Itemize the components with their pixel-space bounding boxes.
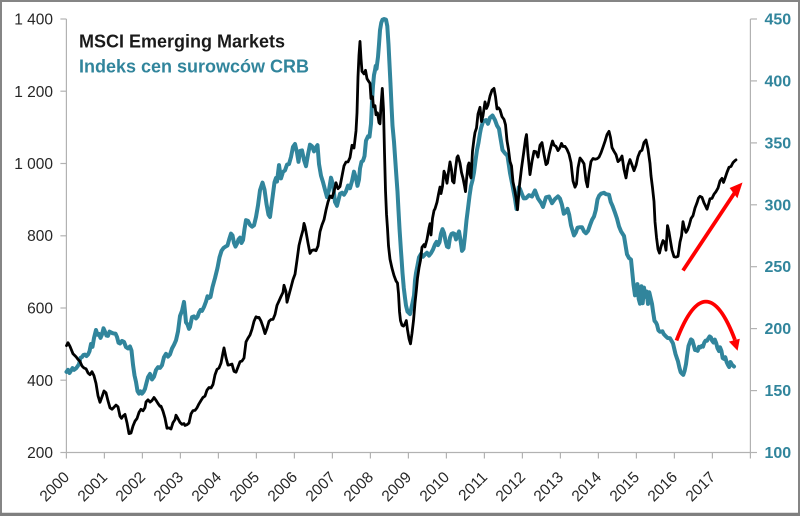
svg-text:600: 600 bbox=[27, 301, 53, 318]
svg-text:300: 300 bbox=[765, 197, 792, 214]
svg-text:400: 400 bbox=[27, 373, 53, 390]
svg-text:Indeks cen surowców CRB: Indeks cen surowców CRB bbox=[79, 57, 309, 77]
svg-text:400: 400 bbox=[765, 73, 792, 90]
svg-text:350: 350 bbox=[765, 135, 792, 152]
svg-text:1 000: 1 000 bbox=[14, 156, 53, 173]
svg-text:100: 100 bbox=[765, 445, 792, 462]
svg-text:MSCI Emerging Markets: MSCI Emerging Markets bbox=[79, 32, 285, 52]
svg-text:200: 200 bbox=[27, 445, 53, 462]
svg-text:1 200: 1 200 bbox=[14, 84, 53, 101]
svg-text:250: 250 bbox=[765, 259, 792, 276]
svg-text:450: 450 bbox=[765, 12, 792, 29]
svg-text:800: 800 bbox=[27, 228, 53, 245]
svg-text:150: 150 bbox=[765, 383, 792, 400]
svg-text:200: 200 bbox=[765, 321, 792, 338]
svg-text:1 400: 1 400 bbox=[14, 12, 53, 29]
